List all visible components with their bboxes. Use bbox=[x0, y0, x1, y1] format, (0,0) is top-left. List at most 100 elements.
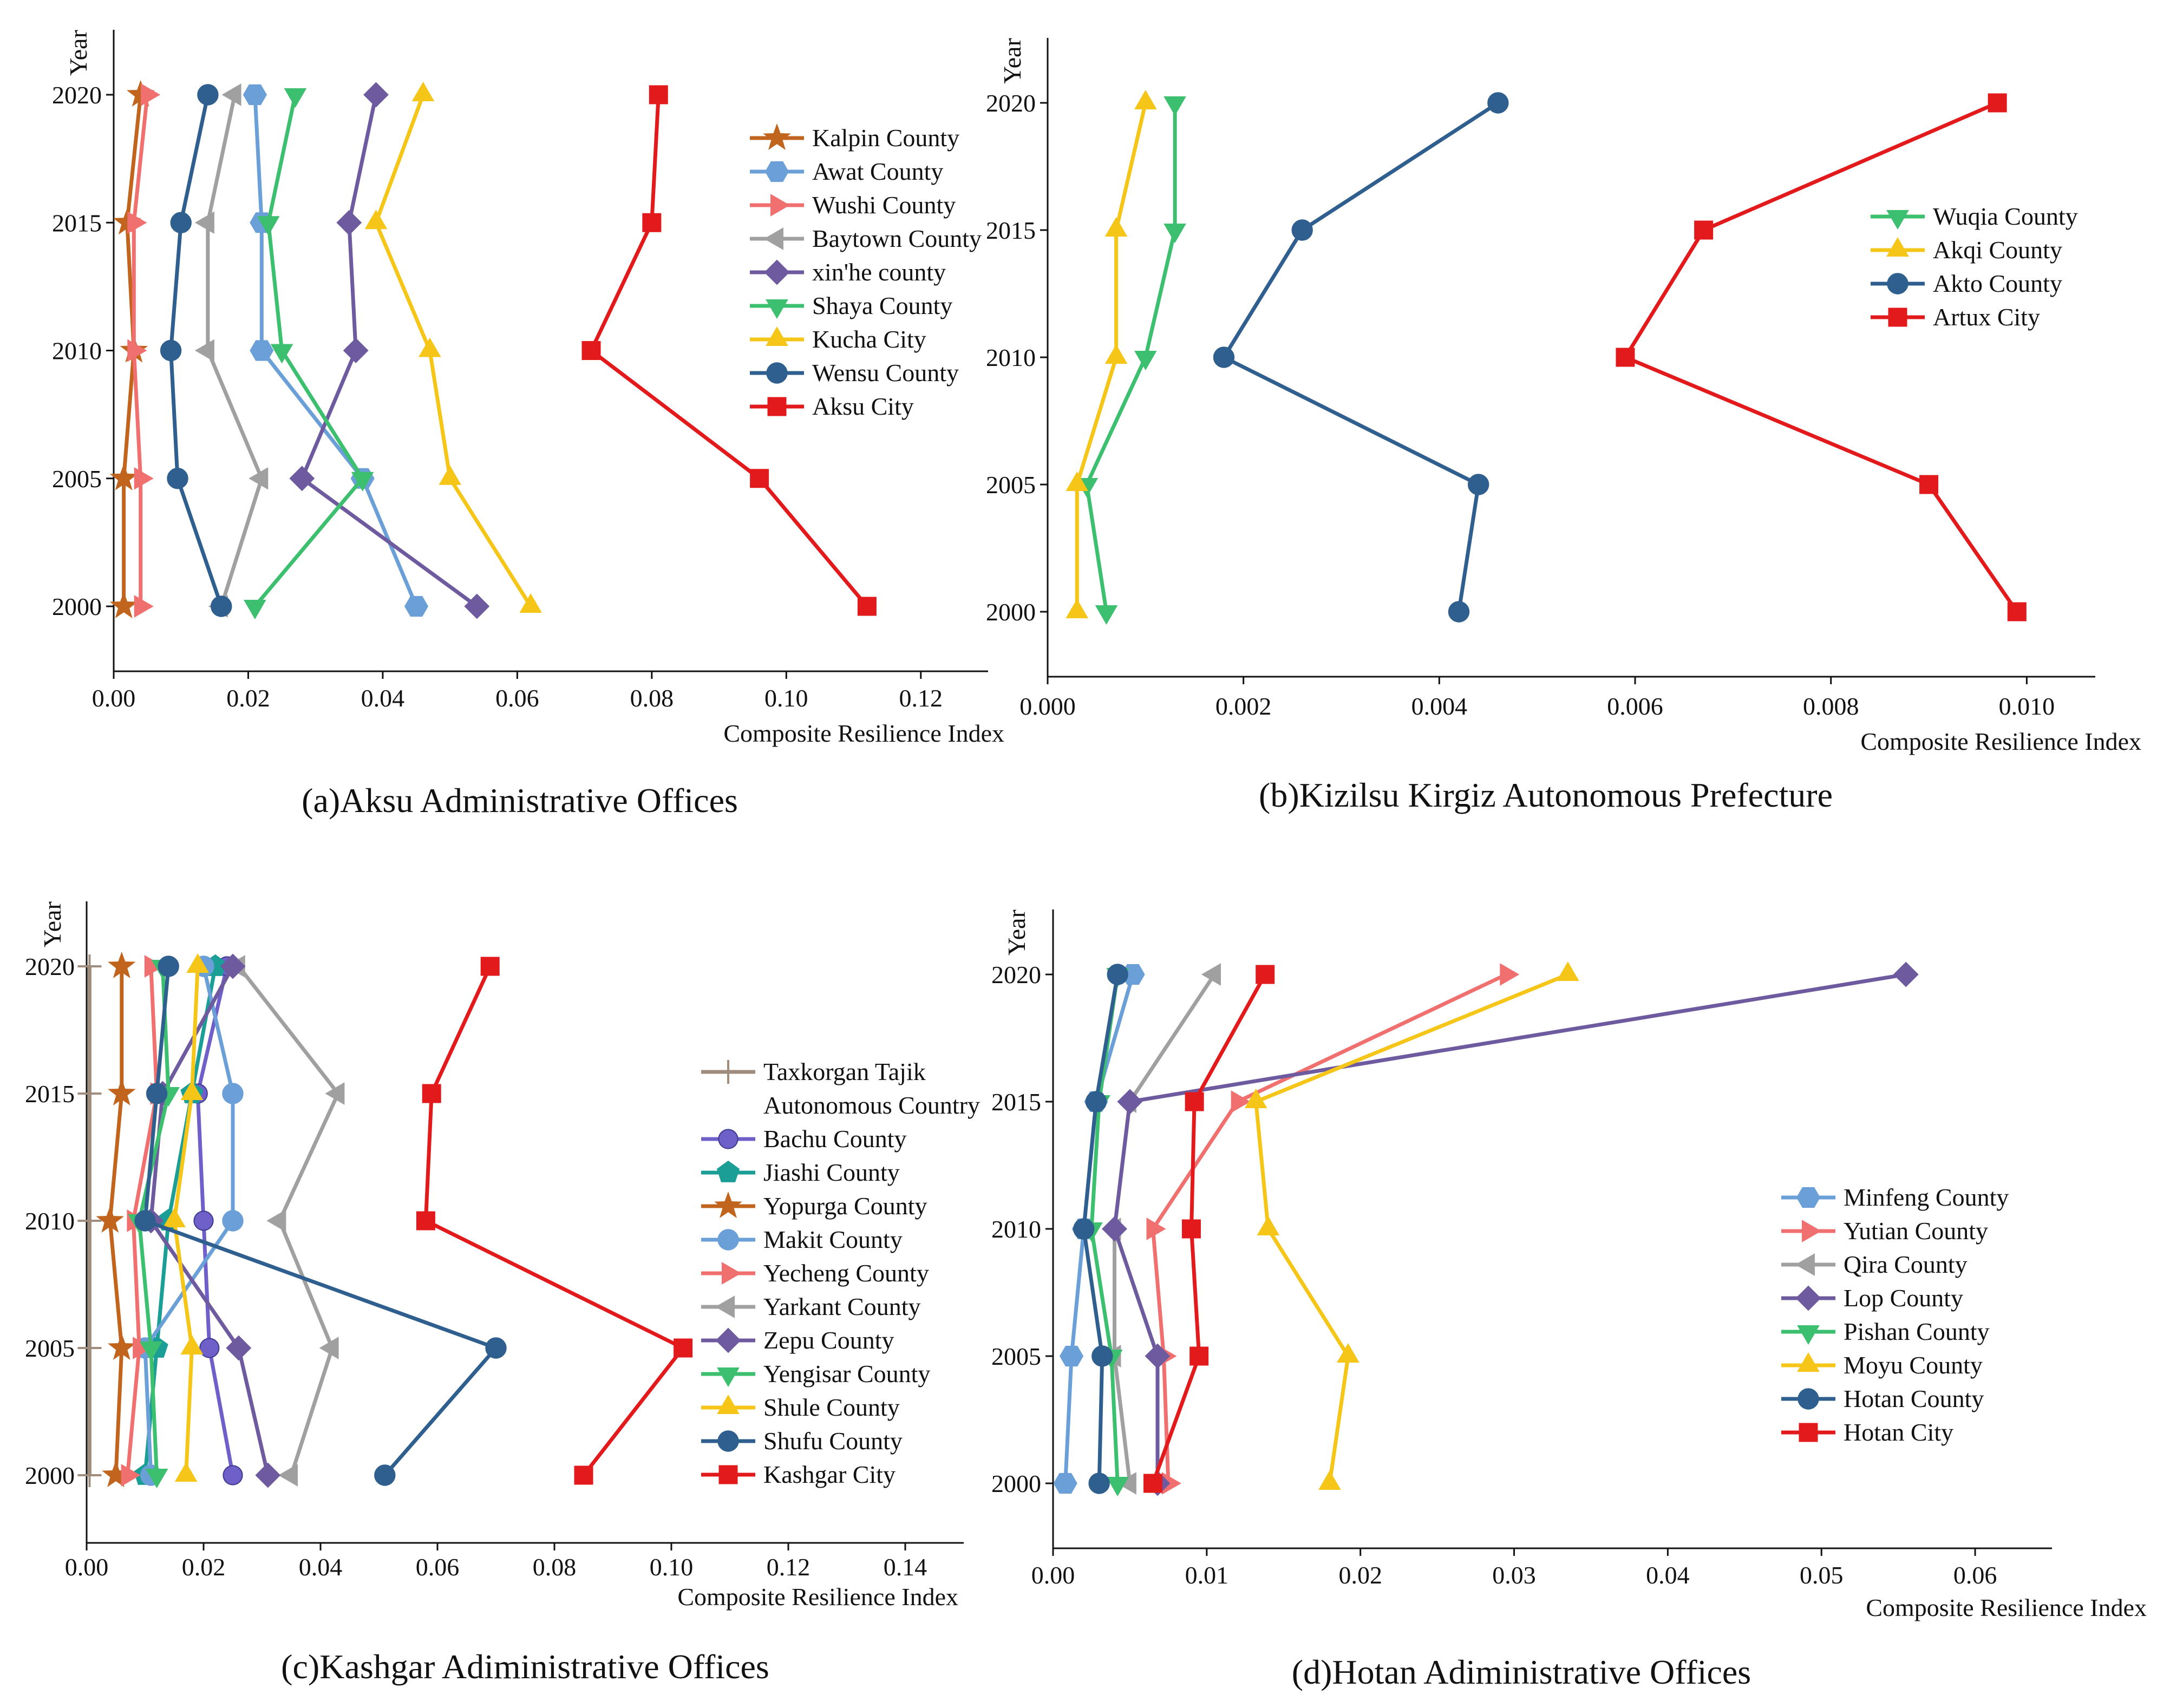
legend-item: Taxkorgan Tajik Autonomous Country bbox=[701, 1058, 980, 1119]
panel-hotan: 0.00 0.01 0.02 0.03 0.04 0.05 0.06 2000 2005 2010… bbox=[991, 909, 2147, 1691]
x-tick-label: 0.002 bbox=[1215, 692, 1272, 720]
legend-marker bbox=[714, 1191, 742, 1218]
series-line bbox=[237, 965, 340, 1476]
data-point bbox=[419, 337, 441, 357]
legend-item: Wushi County bbox=[750, 191, 956, 219]
legend-marker bbox=[770, 194, 790, 217]
data-point bbox=[193, 1210, 214, 1231]
series-yutian-county bbox=[1146, 963, 1520, 1495]
legend: Kalpin County Awat County Wushi County Bayt… bbox=[750, 123, 982, 420]
data-point bbox=[1066, 598, 1089, 618]
legend-item: Yengisar County bbox=[701, 1360, 930, 1388]
y-tick-label: 2020 bbox=[991, 961, 1041, 989]
data-point bbox=[186, 953, 210, 973]
x-tick-label: 0.00 bbox=[92, 684, 136, 712]
data-point bbox=[1500, 963, 1520, 986]
data-point bbox=[163, 1208, 186, 1227]
data-point bbox=[109, 463, 138, 490]
data-point bbox=[336, 210, 362, 235]
series-line bbox=[1254, 972, 1569, 1484]
data-point bbox=[222, 1083, 244, 1104]
y-tick-label: 2000 bbox=[991, 1470, 1041, 1497]
data-point bbox=[77, 1082, 102, 1105]
y-axis-label: Year bbox=[998, 38, 1026, 84]
x-tick-label: 0.01 bbox=[1185, 1561, 1229, 1589]
data-point bbox=[197, 84, 219, 106]
legend-label: Yecheng County bbox=[763, 1259, 929, 1287]
series-yarkant-county bbox=[225, 955, 345, 1487]
series-line bbox=[1151, 972, 1507, 1484]
legend-label: Aksu City bbox=[812, 392, 914, 420]
data-point bbox=[121, 1464, 141, 1487]
y-tick-label: 2005 bbox=[991, 1343, 1041, 1370]
legend-marker bbox=[1886, 210, 1909, 230]
data-point bbox=[1244, 1088, 1267, 1108]
series-lop-county bbox=[1102, 961, 1919, 1496]
data-point bbox=[364, 210, 388, 230]
data-point bbox=[1337, 1343, 1359, 1363]
legend-marker bbox=[718, 1129, 738, 1149]
legend-item: Yarkant County bbox=[701, 1293, 921, 1320]
series-wuqia-county bbox=[1075, 96, 1186, 625]
series-hotan-city bbox=[1143, 965, 1275, 1493]
data-point bbox=[1066, 471, 1089, 491]
legend-label: Pishan County bbox=[1844, 1318, 1990, 1345]
legend-item: Akqi County bbox=[1871, 236, 2062, 264]
data-point bbox=[1487, 92, 1509, 114]
legend-label: Akto County bbox=[1933, 270, 2062, 297]
data-point bbox=[374, 1464, 396, 1486]
x-tick-label: 0.04 bbox=[1646, 1561, 1690, 1589]
data-point bbox=[146, 1083, 168, 1104]
y-tick-label: 2005 bbox=[52, 465, 102, 493]
series-shule-county bbox=[163, 953, 210, 1482]
legend-label: Qira County bbox=[1844, 1251, 1968, 1278]
data-point bbox=[1088, 1473, 1110, 1494]
legend-marker bbox=[716, 1160, 740, 1182]
data-point bbox=[77, 1463, 102, 1487]
legend-label: Taxkorgan Tajik bbox=[763, 1058, 926, 1085]
legend-item: Hotan City bbox=[1781, 1418, 1953, 1446]
legend-label: Yopurga County bbox=[763, 1192, 927, 1220]
series-shaya-county bbox=[244, 88, 374, 620]
legend-marker bbox=[1795, 1253, 1815, 1276]
legend-item: xin'he county bbox=[750, 258, 946, 286]
data-point bbox=[244, 600, 266, 620]
legend-item: Akto County bbox=[1871, 270, 2062, 297]
data-point bbox=[343, 338, 369, 363]
legend-label: Shaya County bbox=[812, 292, 952, 319]
x-tick-label: 0.14 bbox=[884, 1553, 927, 1581]
data-point bbox=[1134, 351, 1157, 371]
data-point bbox=[284, 88, 307, 108]
data-point bbox=[141, 83, 161, 106]
panel-title: (b)Kizilsu Kirgiz Autonomous Prefecture bbox=[1259, 776, 1833, 814]
legend-label: Yarkant County bbox=[763, 1293, 921, 1320]
data-point bbox=[581, 341, 601, 360]
legend-marker bbox=[715, 1295, 735, 1318]
legend-marker bbox=[1887, 273, 1908, 295]
series-taxkorgan-tajik-autonomous-country bbox=[77, 954, 102, 1487]
panel-kizilsu: 0.000 0.002 0.004 0.006 0.008 0.010 2000 2005 20… bbox=[986, 38, 2141, 814]
legend-label: xin'he county bbox=[812, 258, 946, 286]
x-tick-label: 0.04 bbox=[361, 684, 405, 712]
x-tick-label: 0.02 bbox=[182, 1553, 226, 1581]
series-line bbox=[300, 94, 478, 608]
data-point bbox=[243, 84, 267, 106]
legend-item: Shufu County bbox=[701, 1427, 903, 1455]
legend-item: Aksu City bbox=[750, 392, 914, 420]
legend-item: Yecheng County bbox=[701, 1259, 929, 1287]
data-point bbox=[1257, 1215, 1280, 1235]
data-point bbox=[77, 954, 102, 978]
data-point bbox=[1231, 1090, 1251, 1113]
legend-marker bbox=[1797, 1325, 1820, 1345]
legend-label: Shufu County bbox=[763, 1427, 903, 1455]
data-point bbox=[266, 1209, 286, 1232]
legend-label: Yutian County bbox=[1844, 1217, 1988, 1245]
data-point bbox=[2007, 602, 2027, 621]
data-point bbox=[134, 595, 154, 618]
legend-label: Wushi County bbox=[812, 191, 956, 219]
legend-marker bbox=[1797, 1352, 1820, 1372]
panel-title: (c)Kashgar Adiministrative Offices bbox=[281, 1647, 769, 1686]
series-line bbox=[1084, 103, 1177, 612]
legend-marker bbox=[766, 299, 788, 319]
